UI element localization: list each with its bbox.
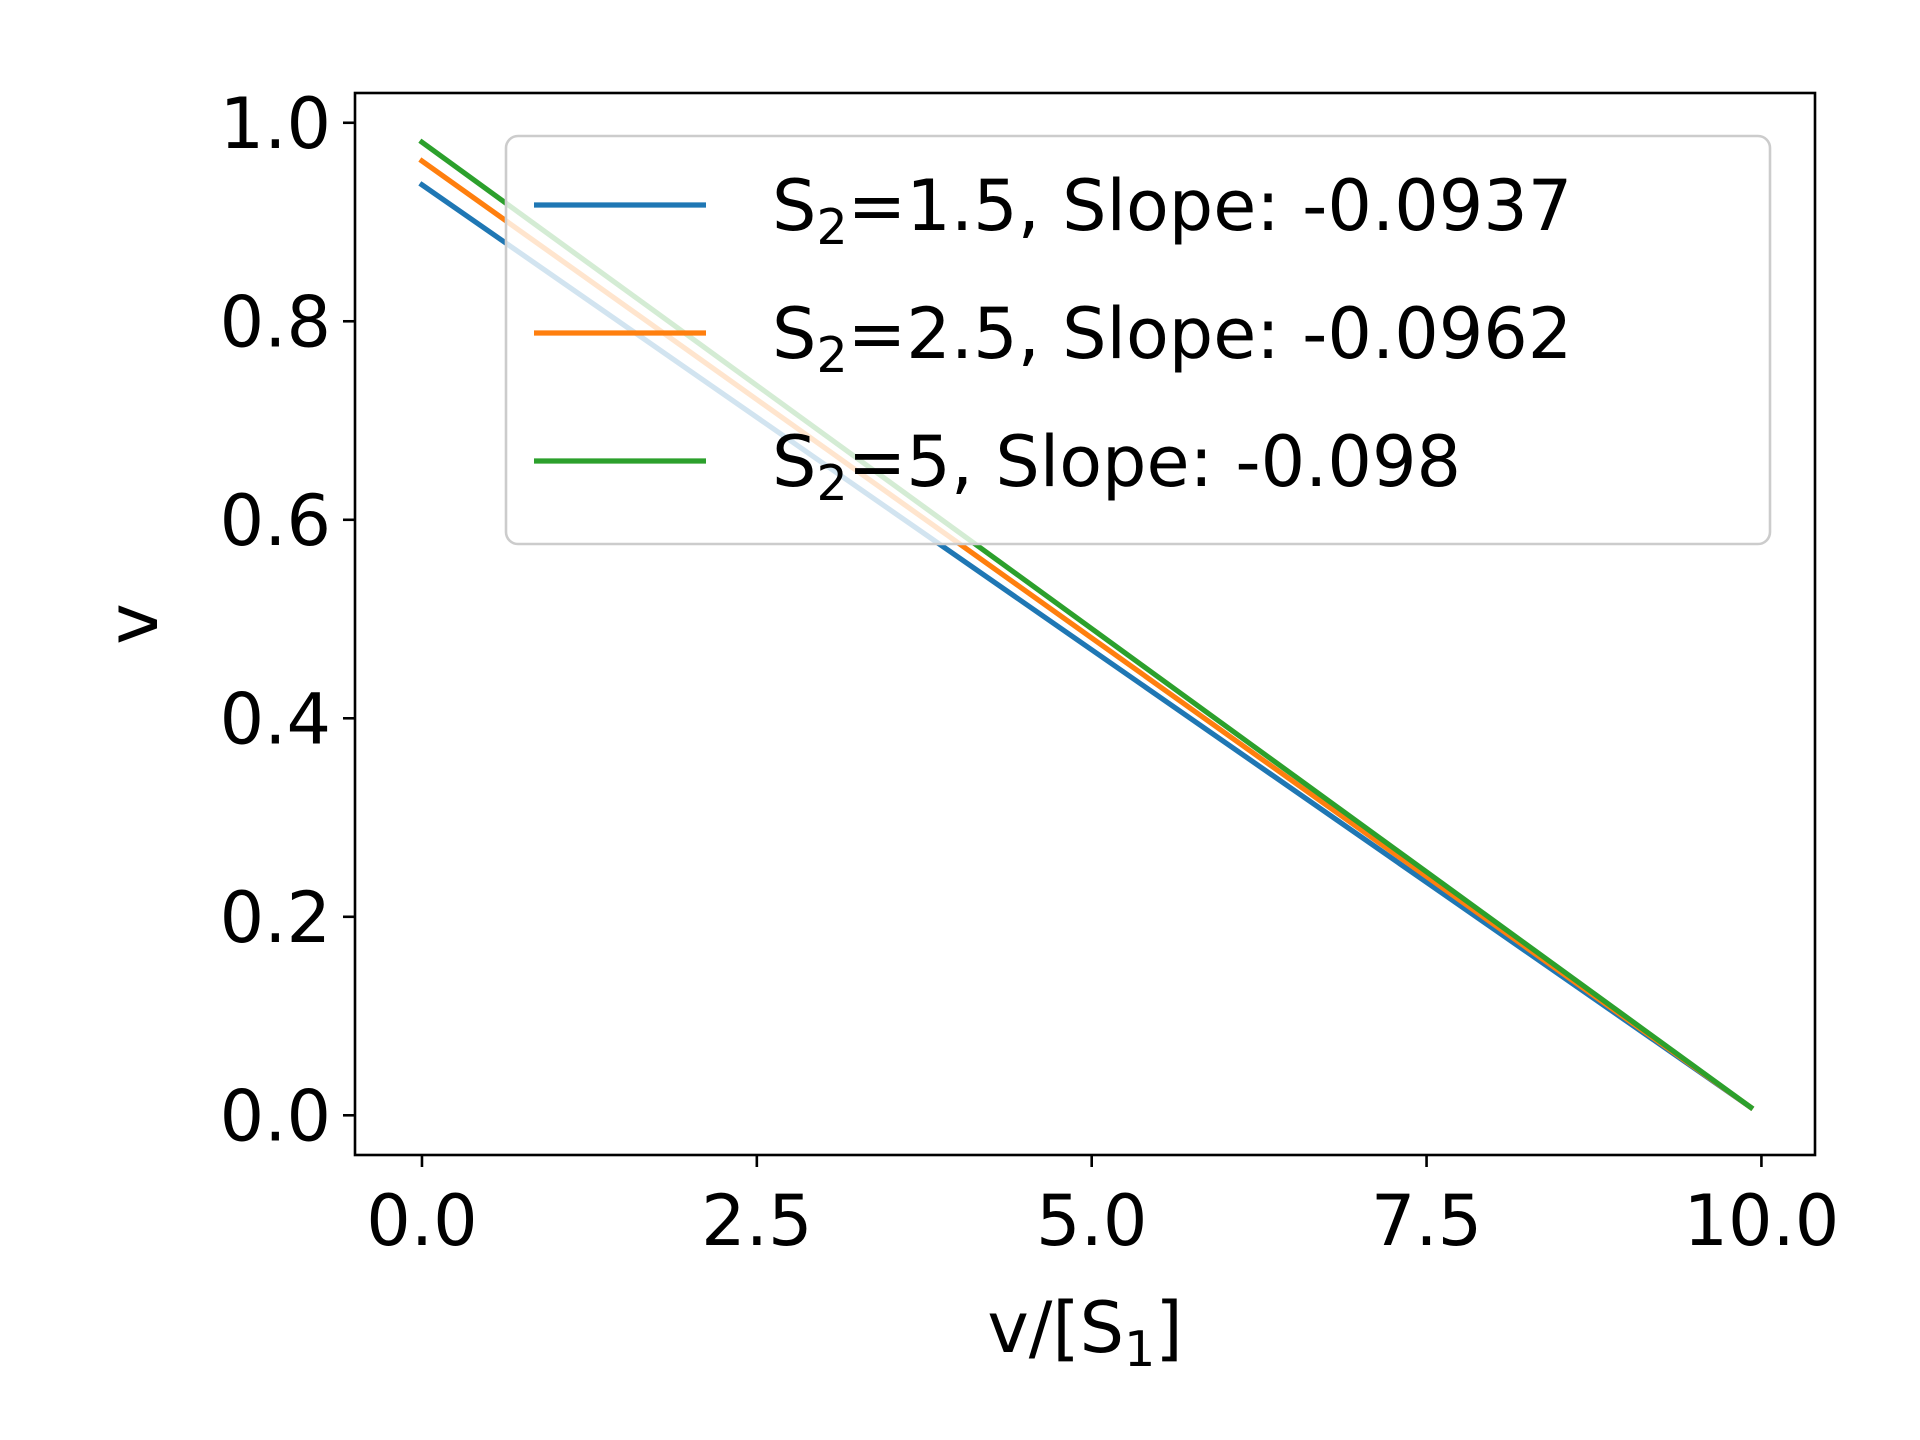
legend-label-suffix: =2.5, Slope: -0.0962	[848, 293, 1573, 375]
y-tick-label: 0.6	[220, 480, 331, 562]
y-tick-label: 0.4	[220, 678, 331, 760]
x-tick-label: 5.0	[1036, 1180, 1147, 1262]
legend-label-prefix: S	[772, 165, 816, 247]
legend-label-0: S2=1.5, Slope: -0.0937	[772, 165, 1572, 256]
x-tick-label: 10.0	[1683, 1180, 1839, 1262]
y-axis-title: v	[92, 603, 174, 644]
x-axis-title-subscript: 1	[1124, 1321, 1155, 1378]
x-axis-title: v/[S1]	[987, 1287, 1182, 1378]
legend-label-subscript: 2	[816, 455, 847, 512]
legend-label-subscript: 2	[816, 327, 847, 384]
y-tick-label: 0.0	[220, 1075, 331, 1157]
legend-label-suffix: =1.5, Slope: -0.0937	[848, 165, 1573, 247]
legend-label-prefix: S	[772, 293, 816, 375]
x-axis-title-suffix: ]	[1155, 1287, 1182, 1369]
legend-label-subscript: 2	[816, 199, 847, 256]
legend-label-2: S2=5, Slope: -0.098	[772, 421, 1461, 512]
x-tick-label: 2.5	[701, 1180, 812, 1262]
y-tick-label: 0.2	[220, 877, 331, 959]
x-axis-title-main: v/[S	[987, 1287, 1124, 1369]
y-tick-label: 0.8	[220, 281, 331, 363]
legend-label-suffix: =5, Slope: -0.098	[848, 421, 1461, 503]
plot-frame	[353, 91, 1817, 1157]
x-tick-label: 0.0	[366, 1180, 477, 1262]
y-tick-label: 1.0	[220, 83, 331, 165]
legend-frame	[504, 134, 1772, 546]
legend-label-1: S2=2.5, Slope: -0.0962	[772, 293, 1572, 384]
y-axis-ticks: 0.0 0.2 0.4 0.6 0.8 1.0	[220, 83, 355, 1157]
x-axis-ticks: 0.0 2.5 5.0 7.5 10.0	[366, 1155, 1839, 1262]
legend-label-prefix: S	[772, 421, 816, 503]
x-tick-label: 7.5	[1371, 1180, 1482, 1262]
